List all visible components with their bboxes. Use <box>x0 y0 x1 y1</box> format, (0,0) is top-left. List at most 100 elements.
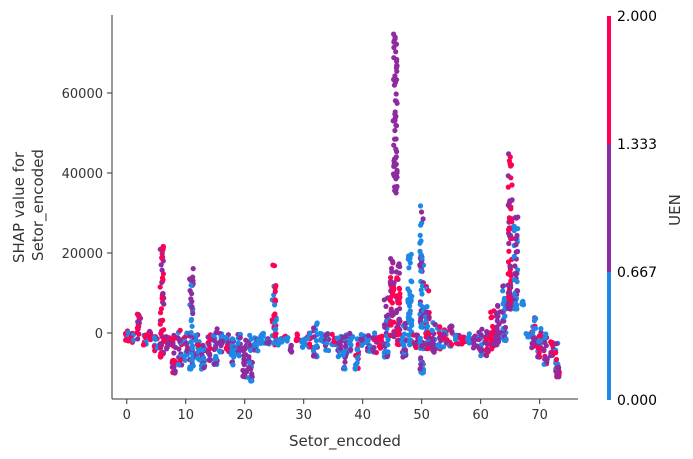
scatter-point <box>515 248 521 255</box>
scatter-point <box>160 277 166 283</box>
scatter-point <box>389 300 395 306</box>
scatter-point <box>307 330 313 336</box>
scatter-point <box>509 197 515 203</box>
scatter-point <box>151 335 157 341</box>
scatter-point <box>542 356 548 362</box>
scatter-point <box>371 345 377 351</box>
scatter-point <box>272 320 278 326</box>
scatter-point <box>394 307 400 313</box>
scatter-point <box>511 223 517 229</box>
scatter-point <box>253 342 259 349</box>
scatter-point <box>354 360 360 366</box>
scatter-point <box>396 297 402 303</box>
scatter-point <box>146 332 152 338</box>
scatter-point <box>402 347 408 353</box>
scatter-point <box>136 319 142 325</box>
scatter-point <box>381 322 388 328</box>
scatter-point <box>308 344 314 350</box>
scatter-point <box>395 327 401 333</box>
scatter-point <box>171 350 177 356</box>
scatter-point <box>287 347 293 353</box>
scatter-point <box>211 337 217 344</box>
scatter-point <box>420 370 426 376</box>
scatter-point <box>188 339 194 345</box>
y-tick-label: 20000 <box>62 247 103 262</box>
scatter-point <box>188 296 194 302</box>
scatter-point <box>342 359 348 365</box>
scatter-point <box>426 288 432 294</box>
scatter-point <box>170 336 176 342</box>
scatter-point <box>426 314 432 320</box>
scatter-point <box>495 333 501 339</box>
scatter-point <box>424 309 430 315</box>
scatter-point <box>507 263 513 269</box>
scatter-point <box>393 123 400 129</box>
scatter-point <box>354 346 360 352</box>
scatter-point <box>310 353 317 359</box>
scatter-point <box>247 342 253 348</box>
scatter-point <box>388 308 394 314</box>
scatter-point <box>206 341 212 347</box>
colorbar-ticks: 0.000 0.667 1.333 2.000 <box>617 9 657 409</box>
scatter-point <box>417 366 423 372</box>
scatter-point <box>246 360 252 366</box>
scatter-point <box>294 331 300 337</box>
scatter-point <box>392 115 398 121</box>
scatter-point <box>235 352 241 358</box>
x-tick-label: 30 <box>295 408 312 423</box>
scatter-point <box>437 324 443 330</box>
scatter-point <box>448 342 454 348</box>
scatter-point <box>231 354 237 360</box>
scatter-point <box>389 258 396 264</box>
scatter-point <box>288 343 294 349</box>
colorbar <box>607 16 611 400</box>
scatter-point <box>391 31 397 37</box>
scatter-point <box>553 341 559 347</box>
scatter-point <box>299 338 305 344</box>
scatter-point <box>201 355 207 361</box>
scatter-point <box>393 293 399 299</box>
scatter-point <box>400 341 406 347</box>
scatter-point <box>190 278 196 284</box>
scatter-point <box>391 287 397 293</box>
scatter-point <box>365 333 371 339</box>
scatter-point <box>334 335 340 341</box>
scatter-point <box>340 352 346 358</box>
scatter-point <box>383 313 389 319</box>
scatter-point <box>189 357 195 363</box>
scatter-point <box>553 356 560 363</box>
scatter-point <box>394 168 400 174</box>
scatter-point <box>218 333 224 340</box>
scatter-point <box>249 374 255 380</box>
scatter-point <box>542 340 548 346</box>
scatter-point <box>271 263 278 269</box>
scatter-point <box>342 366 348 372</box>
scatter-point <box>478 348 484 354</box>
scatter-point <box>419 291 425 297</box>
scatter-point <box>218 341 224 347</box>
scatter-point <box>479 326 485 332</box>
scatter-point <box>529 345 535 351</box>
scatter-point <box>377 343 383 349</box>
scatter-point <box>483 336 489 342</box>
scatter-point <box>484 331 490 337</box>
scatter-point <box>501 298 507 304</box>
scatter-point <box>432 321 438 328</box>
scatter-point <box>390 171 397 177</box>
scatter-point <box>388 265 395 272</box>
scatter-point <box>423 318 429 324</box>
scatter-point <box>260 333 266 339</box>
scatter-point <box>235 340 241 346</box>
scatter-point <box>225 340 231 346</box>
scatter-point <box>430 339 436 345</box>
scatter-point <box>536 339 542 345</box>
scatter-point <box>406 265 412 271</box>
scatter-point <box>255 348 261 354</box>
scatter-point <box>272 285 278 291</box>
scatter-point <box>377 334 383 340</box>
scatter-point <box>358 337 364 343</box>
scatter-point <box>246 364 252 370</box>
scatter-point <box>335 354 341 360</box>
scatter-point <box>160 317 166 323</box>
scatter-point <box>471 341 477 347</box>
